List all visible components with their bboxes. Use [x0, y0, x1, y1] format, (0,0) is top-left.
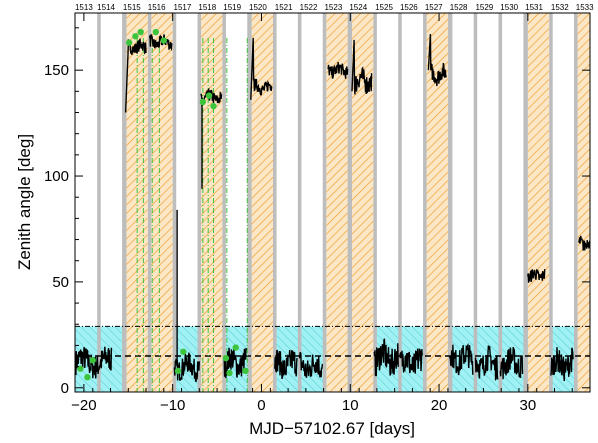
gray-band-5: [222, 13, 226, 392]
series-segment-4: [200, 87, 223, 105]
orbit-label: 1530: [500, 3, 518, 12]
series-segment-9: [327, 62, 349, 79]
series-segment-8: [298, 352, 324, 378]
gray-band-7: [273, 13, 277, 392]
hatched-region-8: [577, 13, 590, 392]
orbit-label: 1524: [349, 3, 367, 12]
orbit-label: 1526: [400, 3, 418, 12]
y-axis-title: Zenith angle [deg]: [15, 134, 34, 270]
orbit-label: 1521: [275, 3, 293, 12]
orbit-label: 1513: [75, 3, 93, 12]
gray-band-4: [197, 13, 202, 392]
orbit-label: 1522: [300, 3, 318, 12]
gray-band-12: [398, 13, 402, 392]
series-segment-18: [550, 347, 574, 382]
x-tick-label: 10: [342, 397, 359, 414]
gray-band-9: [322, 13, 327, 392]
series-segment-15: [474, 345, 499, 382]
orbit-label: 1529: [475, 3, 493, 12]
gray-band-3: [172, 13, 177, 392]
orbit-label: 1517: [174, 3, 192, 12]
x-tick-label: 30: [520, 397, 537, 414]
marker-2: [89, 357, 96, 364]
marker-10: [199, 98, 207, 106]
orbit-label: 1520: [249, 3, 267, 12]
hatched-region-1: [151, 13, 173, 392]
gray-band-19: [574, 13, 578, 392]
y-tick-label: 50: [52, 274, 69, 291]
marker-4: [132, 33, 139, 40]
x-tick-label: 0: [257, 397, 265, 414]
gray-band-1: [122, 13, 127, 392]
marker-5: [137, 28, 144, 36]
hatched-region-5: [352, 13, 374, 392]
hatched-region-6: [426, 13, 448, 392]
gray-band-11: [373, 13, 377, 392]
hatched-region-4: [326, 13, 348, 392]
gray-band-13: [423, 13, 427, 392]
marker-1: [84, 373, 91, 381]
marker-15: [232, 344, 239, 351]
marker-6: [152, 28, 160, 36]
y-tick-label: 0: [61, 380, 69, 397]
orbit-label: 1516: [148, 3, 166, 12]
orbit-label: 1525: [375, 3, 393, 12]
series-segment-0: [75, 346, 113, 379]
series-segment-5: [223, 347, 248, 379]
orbit-label: 1518: [198, 3, 216, 12]
x-tick-label: −20: [71, 397, 96, 414]
marker-3: [125, 39, 133, 46]
orbit-label: 1533: [576, 3, 594, 12]
orbit-label: 1532: [551, 3, 569, 12]
orbit-label: 1531: [525, 3, 543, 12]
marker-14: [226, 369, 233, 377]
gray-band-8: [297, 13, 302, 392]
orbit-label: 1515: [123, 3, 141, 12]
series-segment-2: [148, 33, 173, 52]
hatched-region-2: [201, 13, 223, 392]
hatched-region-3: [251, 13, 274, 392]
series-segment-17: [527, 268, 546, 283]
series-segment-12: [399, 348, 423, 374]
marker-8: [174, 367, 182, 375]
series-segment-19: [578, 235, 590, 251]
gray-band-14: [447, 13, 453, 392]
orbit-label: 1527: [425, 3, 443, 12]
gray-band-17: [523, 13, 528, 392]
gray-band-15: [473, 13, 478, 392]
series-segment-10: [351, 39, 373, 95]
series-segment-14: [449, 343, 474, 376]
gray-band-16: [498, 13, 503, 392]
marker-16: [242, 367, 249, 375]
plot-frame: [74, 12, 591, 393]
x-tick-label: 20: [431, 397, 448, 414]
orbit-label: 1523: [324, 3, 342, 12]
orbit-label: 1528: [450, 3, 468, 12]
series-segment-16: [499, 347, 524, 380]
marker-0: [77, 365, 84, 372]
y-tick-label: 100: [44, 168, 69, 185]
hatched-region-7: [527, 13, 550, 392]
y-tick-label: 150: [44, 62, 69, 79]
marker-11: [205, 92, 213, 99]
gray-band-10: [347, 13, 353, 392]
gray-band-18: [549, 13, 553, 392]
series-segment-13: [427, 34, 447, 87]
x-tick-label: −10: [160, 397, 185, 414]
gray-band-6: [247, 13, 252, 392]
marker-7: [160, 37, 167, 44]
marker-13: [222, 354, 230, 362]
orbit-label: 1514: [97, 3, 115, 12]
marker-12: [210, 102, 217, 110]
series-segment-6: [250, 37, 273, 100]
orbit-label: 1519: [223, 3, 241, 12]
gray-band-0: [97, 13, 101, 392]
series-segment-11: [373, 338, 399, 377]
x-axis-title: MJD−57102.67 [days]: [249, 419, 415, 438]
marker-9: [180, 348, 187, 355]
gray-band-2: [147, 13, 152, 392]
series-segment-7: [274, 349, 298, 380]
